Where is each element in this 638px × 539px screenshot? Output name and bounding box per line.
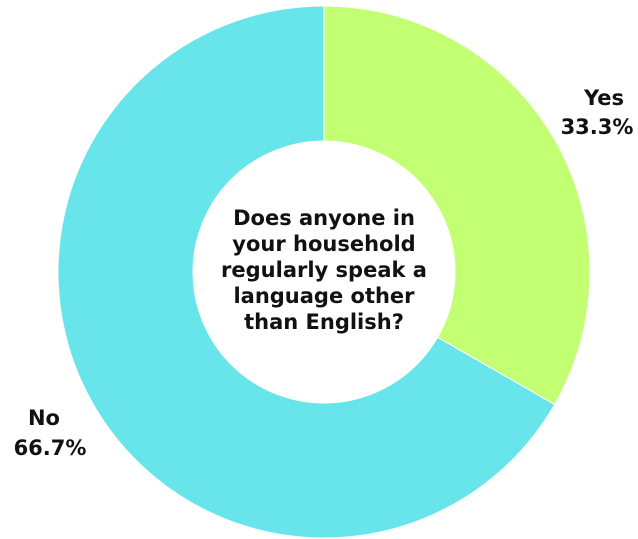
slice-label-group: Yes 33.3% No 66.7% (14, 86, 634, 460)
slice-group (57, 5, 591, 539)
slice-no (57, 5, 556, 539)
slice-yes (323, 5, 591, 406)
chart-title: Does anyone in your household regularly … (221, 206, 427, 334)
slice-value-yes: 33.3% (561, 115, 634, 139)
slice-value-no: 66.7% (14, 436, 87, 460)
slice-label-yes: Yes (583, 86, 624, 110)
slice-label-no: No (28, 406, 60, 430)
